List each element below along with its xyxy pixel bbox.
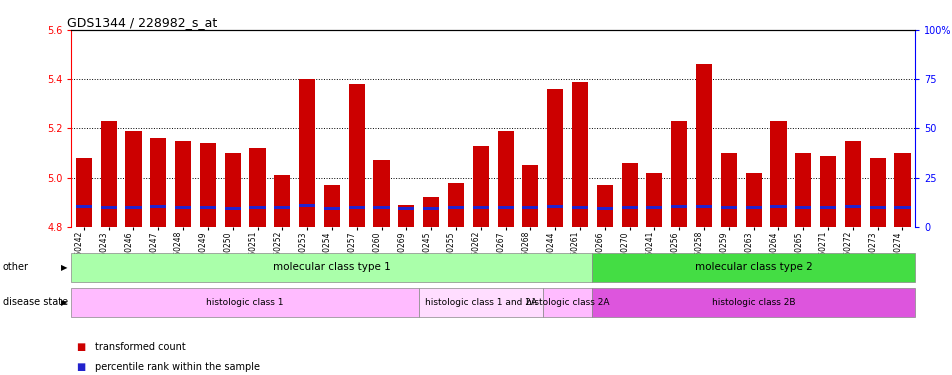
Bar <box>249 206 266 209</box>
Bar <box>522 206 538 209</box>
Bar <box>769 121 785 227</box>
Bar <box>546 206 563 209</box>
Bar <box>645 173 662 227</box>
Text: histologic class 2A: histologic class 2A <box>526 298 608 307</box>
Bar <box>324 185 340 227</box>
Bar <box>695 64 711 227</box>
Text: histologic class 1: histologic class 1 <box>207 298 284 307</box>
Text: histologic class 1 and 2A: histologic class 1 and 2A <box>425 298 536 307</box>
Bar <box>720 206 736 209</box>
Bar <box>744 173 761 227</box>
Bar <box>497 131 513 227</box>
Bar <box>819 156 835 227</box>
Bar <box>621 206 637 209</box>
Bar <box>299 79 315 227</box>
Text: transformed count: transformed count <box>95 342 186 352</box>
Bar <box>101 206 117 209</box>
Bar <box>299 204 315 207</box>
Bar <box>843 141 860 227</box>
Bar <box>695 205 711 208</box>
Bar <box>76 158 91 227</box>
Bar <box>398 207 414 210</box>
Bar <box>447 183 464 227</box>
Bar <box>150 138 167 227</box>
Bar <box>274 206 290 209</box>
Text: GDS1344 / 228982_s_at: GDS1344 / 228982_s_at <box>68 16 217 29</box>
Bar <box>150 206 167 209</box>
Bar <box>472 146 488 227</box>
Bar <box>472 206 488 209</box>
Bar <box>101 121 117 227</box>
Bar <box>373 160 389 227</box>
Bar <box>126 131 142 227</box>
Text: ▶: ▶ <box>61 263 67 272</box>
Bar <box>423 207 439 210</box>
Bar <box>324 207 340 210</box>
Bar <box>126 206 142 209</box>
Text: percentile rank within the sample: percentile rank within the sample <box>95 362 260 372</box>
Bar <box>274 175 290 227</box>
Bar <box>596 185 612 227</box>
Bar <box>894 153 909 227</box>
Bar <box>571 82 587 227</box>
Bar <box>200 206 216 209</box>
Bar <box>868 206 884 209</box>
Bar <box>769 206 785 209</box>
Bar <box>373 206 389 209</box>
Text: ▶: ▶ <box>61 298 67 307</box>
Bar <box>546 89 563 227</box>
Bar <box>894 206 909 209</box>
Bar <box>670 206 686 209</box>
Bar <box>76 205 91 208</box>
Bar <box>720 153 736 227</box>
Text: molecular class type 1: molecular class type 1 <box>273 262 390 272</box>
Bar <box>670 121 686 227</box>
Bar <box>868 158 884 227</box>
Bar <box>348 84 365 227</box>
Bar <box>744 206 761 209</box>
Bar <box>819 206 835 209</box>
Bar <box>645 206 662 209</box>
Bar <box>596 207 612 210</box>
Bar <box>175 206 191 209</box>
Text: other: other <box>3 262 29 272</box>
Bar <box>348 206 365 209</box>
Bar <box>571 206 587 209</box>
Bar <box>175 141 191 227</box>
Text: ■: ■ <box>76 362 86 372</box>
Bar <box>794 206 810 209</box>
Bar <box>423 197 439 227</box>
Bar <box>843 206 860 209</box>
Bar <box>225 207 241 210</box>
Bar <box>398 205 414 227</box>
Bar <box>497 206 513 209</box>
Text: molecular class type 2: molecular class type 2 <box>694 262 812 272</box>
Bar <box>794 153 810 227</box>
Bar <box>249 148 266 227</box>
Bar <box>447 206 464 209</box>
Text: histologic class 2B: histologic class 2B <box>711 298 795 307</box>
Text: disease state: disease state <box>3 297 68 307</box>
Text: ■: ■ <box>76 342 86 352</box>
Bar <box>621 163 637 227</box>
Bar <box>225 153 241 227</box>
Bar <box>200 143 216 227</box>
Bar <box>522 165 538 227</box>
